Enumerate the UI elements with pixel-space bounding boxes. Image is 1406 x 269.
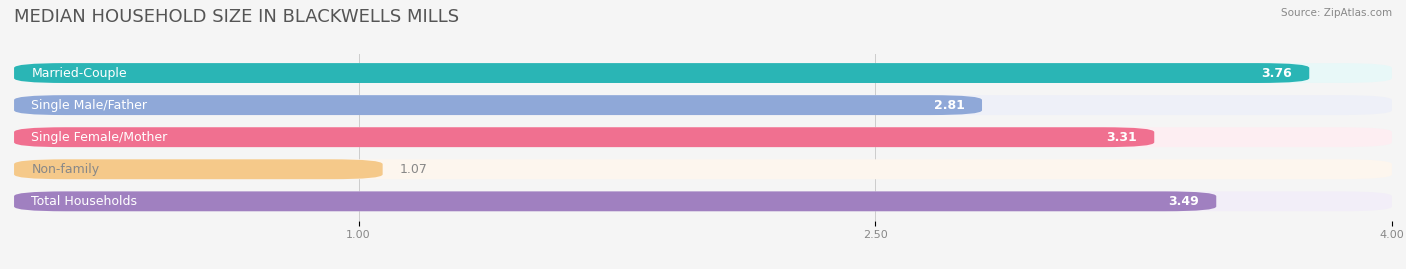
Text: Total Households: Total Households	[31, 195, 138, 208]
FancyBboxPatch shape	[14, 192, 1392, 211]
FancyBboxPatch shape	[14, 159, 382, 179]
FancyBboxPatch shape	[14, 127, 1392, 147]
Text: 3.76: 3.76	[1261, 66, 1292, 80]
Text: 2.81: 2.81	[934, 99, 965, 112]
Text: Non-family: Non-family	[31, 163, 100, 176]
FancyBboxPatch shape	[14, 192, 1216, 211]
Text: 1.07: 1.07	[399, 163, 427, 176]
Text: Single Female/Mother: Single Female/Mother	[31, 131, 167, 144]
FancyBboxPatch shape	[14, 63, 1392, 83]
Text: Single Male/Father: Single Male/Father	[31, 99, 148, 112]
Text: Source: ZipAtlas.com: Source: ZipAtlas.com	[1281, 8, 1392, 18]
Text: Married-Couple: Married-Couple	[31, 66, 127, 80]
FancyBboxPatch shape	[14, 63, 1309, 83]
FancyBboxPatch shape	[14, 159, 1392, 179]
Text: 3.31: 3.31	[1107, 131, 1137, 144]
Text: 3.49: 3.49	[1168, 195, 1199, 208]
FancyBboxPatch shape	[14, 127, 1154, 147]
FancyBboxPatch shape	[14, 95, 1392, 115]
Text: MEDIAN HOUSEHOLD SIZE IN BLACKWELLS MILLS: MEDIAN HOUSEHOLD SIZE IN BLACKWELLS MILL…	[14, 8, 460, 26]
FancyBboxPatch shape	[14, 95, 981, 115]
